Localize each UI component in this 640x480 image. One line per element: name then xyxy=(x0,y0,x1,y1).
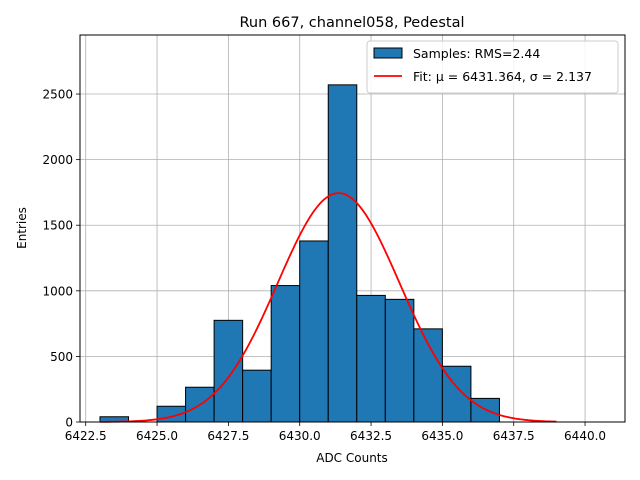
histogram-bar xyxy=(327,84,358,423)
legend-swatch-samples xyxy=(373,47,403,59)
x-tick-label: 6440.0 xyxy=(564,429,606,443)
x-tick-label: 6430.0 xyxy=(279,429,321,443)
y-tick-label: 2500 xyxy=(42,88,73,102)
fit-curve xyxy=(99,192,557,423)
chart-title: Run 667, channel058, Pedestal xyxy=(239,15,464,31)
y-tick-label: 1500 xyxy=(42,219,73,233)
y-tick-label: 1000 xyxy=(42,284,73,298)
x-tick-label: 6432.5 xyxy=(350,429,392,443)
plot-frame xyxy=(79,34,626,423)
y-tick-label: 500 xyxy=(50,350,73,364)
y-tick-label: 0 xyxy=(65,416,73,430)
histogram-bar xyxy=(213,319,244,423)
legend-label-fit: Fit: μ = 6431.364, σ = 2.137 xyxy=(413,69,592,84)
histogram-bar xyxy=(242,369,272,423)
histogram-bar xyxy=(270,285,301,423)
y-axis-ticks: 0 500 1000 1500 2000 2500 xyxy=(42,88,80,430)
legend-label-samples: Samples: RMS=2.44 xyxy=(413,46,540,61)
legend-box xyxy=(366,40,619,94)
x-tick-label: 6422.5 xyxy=(65,429,107,443)
histogram-bar xyxy=(356,294,386,423)
legend: Samples: RMS=2.44 Fit: μ = 6431.364, σ =… xyxy=(366,40,619,94)
histogram-bar xyxy=(299,240,329,423)
x-axis-label: ADC Counts xyxy=(316,451,388,465)
y-axis-label: Entries xyxy=(15,207,29,249)
y-tick-label: 2000 xyxy=(42,153,73,167)
x-axis-ticks: 6422.5 6425.0 6427.5 6430.0 6432.5 6435.0 6437… xyxy=(65,422,606,443)
fit-line xyxy=(99,192,557,423)
x-tick-label: 6427.5 xyxy=(207,429,249,443)
histogram-bar xyxy=(384,298,415,423)
x-tick-label: 6435.0 xyxy=(421,429,463,443)
x-tick-label: 6437.5 xyxy=(493,429,535,443)
x-tick-label: 6425.0 xyxy=(136,429,178,443)
